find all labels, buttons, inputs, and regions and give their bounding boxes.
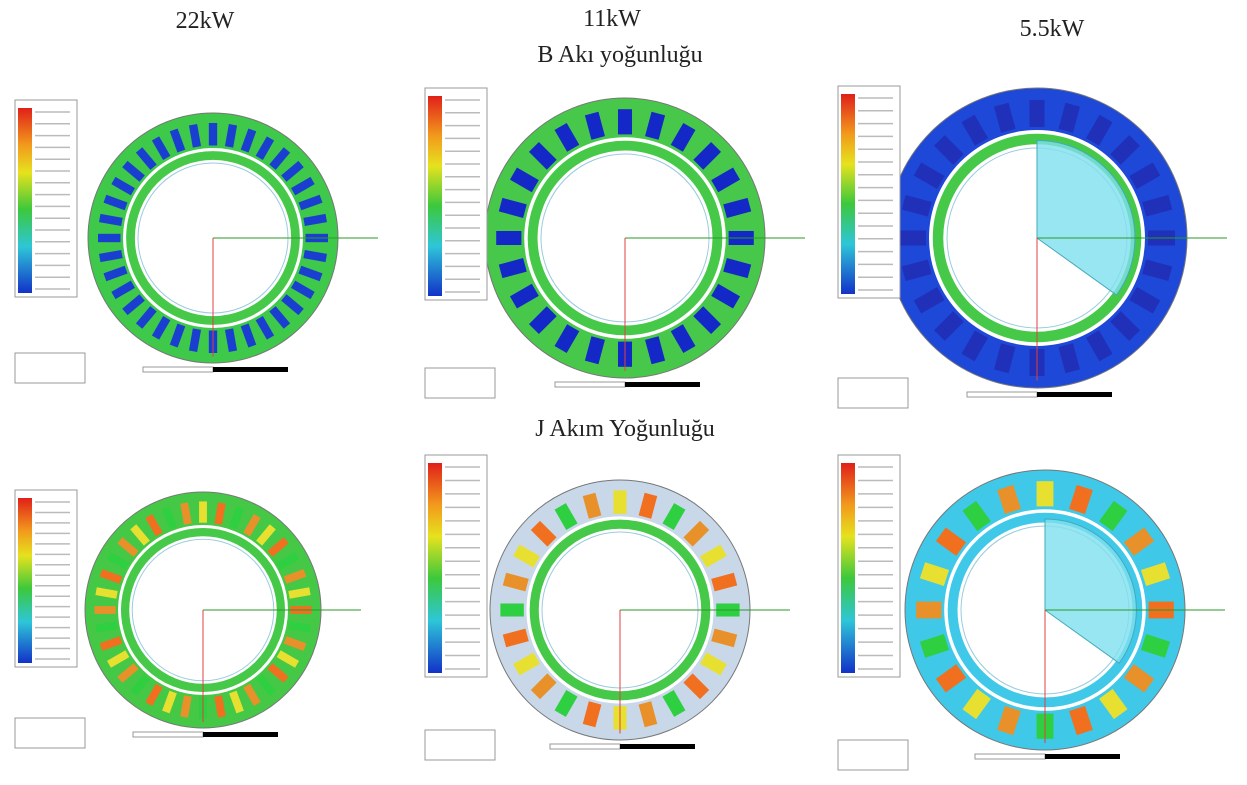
scale-bar-light bbox=[555, 382, 625, 387]
motor-panel bbox=[838, 86, 1227, 408]
scale-bar-light bbox=[967, 392, 1037, 397]
motor-panel bbox=[15, 100, 378, 383]
slot bbox=[496, 231, 521, 245]
info-box bbox=[15, 718, 85, 748]
row-title: J Akım Yoğunluğu bbox=[535, 416, 714, 442]
colorbar bbox=[841, 94, 855, 294]
scale-bar-dark bbox=[1045, 754, 1120, 759]
slot bbox=[94, 606, 115, 614]
scale-bar-light bbox=[550, 744, 620, 749]
scale-bar-light bbox=[133, 732, 203, 737]
slot bbox=[209, 123, 217, 146]
colorbar bbox=[18, 108, 32, 293]
info-box bbox=[15, 353, 85, 383]
colorbar bbox=[841, 463, 855, 673]
slot bbox=[199, 501, 207, 522]
motor-panel bbox=[15, 490, 361, 748]
scale-bar-dark bbox=[620, 744, 695, 749]
column-title: 11kW bbox=[583, 6, 641, 32]
row-title: B Akı yoğunluğu bbox=[537, 42, 702, 68]
info-box bbox=[838, 378, 908, 408]
colorbar bbox=[428, 463, 442, 673]
scale-bar-light bbox=[143, 367, 213, 372]
scale-bar-dark bbox=[213, 367, 288, 372]
column-title: 22kW bbox=[176, 8, 235, 34]
colorbar bbox=[18, 498, 32, 663]
slot bbox=[98, 234, 121, 242]
info-box bbox=[425, 368, 495, 398]
column-title: 5.5kW bbox=[1020, 16, 1085, 42]
slot bbox=[916, 602, 941, 619]
slot bbox=[500, 603, 523, 616]
scale-bar-dark bbox=[625, 382, 700, 387]
scale-bar-dark bbox=[203, 732, 278, 737]
slot bbox=[613, 490, 626, 513]
slot bbox=[618, 109, 632, 134]
colorbar bbox=[428, 96, 442, 296]
slot bbox=[1037, 481, 1054, 506]
scale-bar-dark bbox=[1037, 392, 1112, 397]
info-box bbox=[425, 730, 495, 760]
figure: 22kW 11kW 5.5kW B Akı yoğunluğu J Akım Y… bbox=[0, 0, 1247, 785]
motor-panel bbox=[838, 455, 1225, 770]
scale-bar-light bbox=[975, 754, 1045, 759]
motor-panel bbox=[425, 88, 805, 398]
slot bbox=[899, 230, 926, 245]
slot bbox=[1029, 100, 1044, 127]
info-box bbox=[838, 740, 908, 770]
motor-panel bbox=[425, 455, 790, 760]
